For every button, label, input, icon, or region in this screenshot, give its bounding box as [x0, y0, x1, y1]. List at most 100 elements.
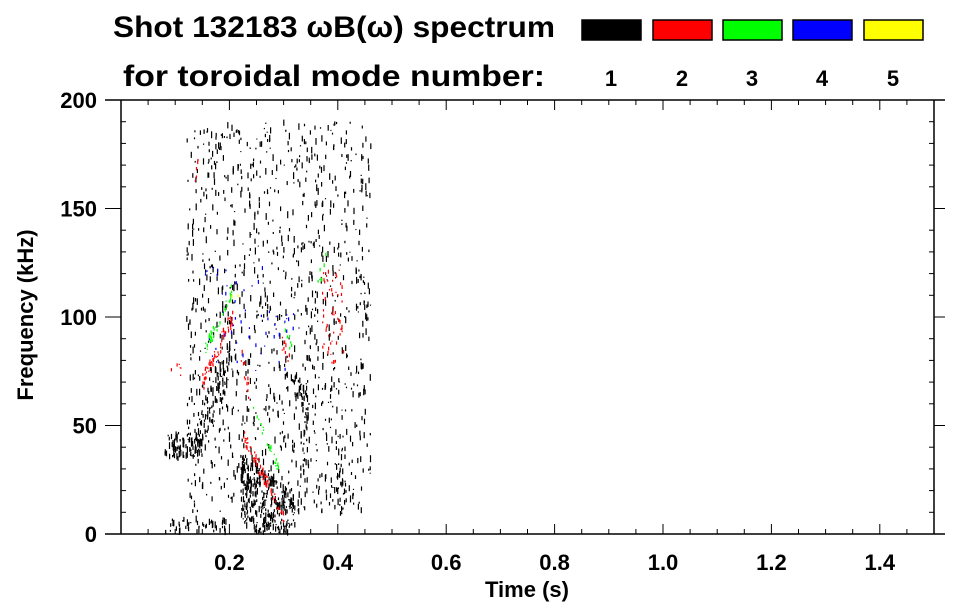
spectrum-point	[204, 402, 206, 406]
spectrum-point	[273, 292, 275, 297]
spectrum-point	[254, 451, 256, 454]
spectrum-point	[288, 525, 290, 528]
x-tick-label: 0.8	[539, 550, 570, 575]
spectrum-point	[171, 442, 173, 448]
spectrum-point	[319, 474, 321, 478]
spectrum-point	[218, 428, 220, 433]
spectrum-point	[307, 297, 309, 302]
spectrum-point	[256, 477, 258, 484]
spectrum-point	[341, 481, 343, 488]
spectrum-point	[202, 437, 204, 440]
spectrum-point	[249, 203, 251, 209]
spectrum-point	[315, 342, 317, 346]
spectrum-point	[243, 436, 245, 439]
spectrum-point	[205, 188, 207, 192]
spectrum-point	[363, 388, 365, 396]
spectrum-point	[210, 419, 213, 422]
spectrum-point	[295, 372, 298, 379]
spectrum-point	[193, 137, 196, 140]
spectrum-point	[218, 142, 220, 149]
spectrum-point	[315, 290, 317, 294]
spectrum-point	[276, 251, 279, 256]
spectrum-point	[217, 375, 219, 381]
spectrum-point	[334, 367, 336, 369]
spectrum-point	[213, 332, 215, 338]
spectrum-point	[247, 475, 249, 479]
legend-swatch-mode-3	[722, 19, 783, 41]
spectrum-point	[268, 482, 270, 485]
spectrum-point	[241, 354, 243, 356]
spectrum-point	[343, 349, 345, 354]
spectrum-point	[365, 183, 367, 190]
spectrum-point	[213, 356, 215, 360]
spectrum-point	[190, 437, 192, 440]
spectrum-point	[241, 271, 243, 274]
spectrum-point	[227, 326, 229, 329]
spectrum-point	[182, 520, 184, 522]
spectrum-point	[334, 463, 336, 465]
spectrum-point	[289, 500, 291, 505]
spectrum-point	[194, 449, 196, 454]
spectrum-point	[285, 523, 287, 528]
spectrum-point	[223, 308, 225, 310]
spectrum-point	[247, 358, 249, 365]
spectrum-point	[203, 143, 205, 145]
spectrum-point	[259, 528, 261, 533]
spectrum-point	[338, 242, 340, 248]
spectrum-point	[190, 357, 192, 361]
spectrum-point	[301, 283, 303, 288]
spectrum-point	[331, 385, 333, 391]
spectrum-point	[231, 290, 233, 293]
spectrum-point	[223, 482, 225, 488]
spectrum-point	[219, 311, 221, 318]
spectrum-point	[195, 167, 198, 171]
spectrum-point	[340, 252, 342, 258]
legend-swatch-mode-1	[581, 19, 642, 41]
spectrum-point	[211, 361, 213, 364]
spectrum-point	[291, 522, 293, 526]
spectrum-point	[232, 456, 234, 458]
spectrum-point	[330, 418, 332, 421]
spectrum-point	[279, 501, 281, 505]
spectrum-point	[197, 449, 199, 457]
spectrum-point	[255, 437, 257, 441]
spectrum-point	[192, 270, 194, 274]
spectrum-point	[250, 467, 252, 472]
spectrum-point	[355, 303, 358, 311]
spectrum-point	[313, 499, 315, 504]
spectrum-point	[251, 285, 253, 287]
spectrum-point	[244, 514, 246, 518]
spectrum-point	[305, 383, 307, 385]
spectrum-point	[195, 189, 197, 194]
spectrum-point	[337, 294, 339, 296]
spectrum-point	[332, 352, 334, 355]
spectrum-point	[219, 362, 221, 368]
spectrum-point	[250, 480, 253, 487]
spectrum-point	[263, 314, 265, 318]
spectrum-point	[222, 312, 224, 316]
spectrum-point	[277, 410, 279, 415]
spectrum-point	[233, 492, 235, 497]
spectrum-point	[322, 309, 325, 312]
spectrum-point	[169, 529, 171, 532]
spectrum-point	[283, 497, 285, 503]
spectrum-point	[339, 504, 341, 506]
spectrum-point	[216, 386, 218, 391]
spectrum-point	[289, 523, 291, 527]
spectrum-point	[211, 332, 214, 334]
spectrum-point	[362, 280, 364, 283]
spectrum-point	[254, 479, 256, 486]
spectrum-point	[340, 292, 343, 296]
y-tick-label: 0	[85, 522, 97, 547]
spectrum-point	[257, 313, 259, 317]
spectrum-point	[258, 197, 260, 202]
spectrum-point	[297, 245, 299, 249]
spectrum-point	[225, 291, 227, 296]
spectrum-point	[322, 298, 324, 305]
spectrum-point	[308, 240, 310, 243]
spectrum-point	[248, 408, 250, 412]
spectrum-point	[266, 526, 268, 531]
spectrum-point	[368, 468, 370, 471]
spectrum-point	[341, 449, 343, 452]
spectrum-point	[264, 517, 266, 519]
